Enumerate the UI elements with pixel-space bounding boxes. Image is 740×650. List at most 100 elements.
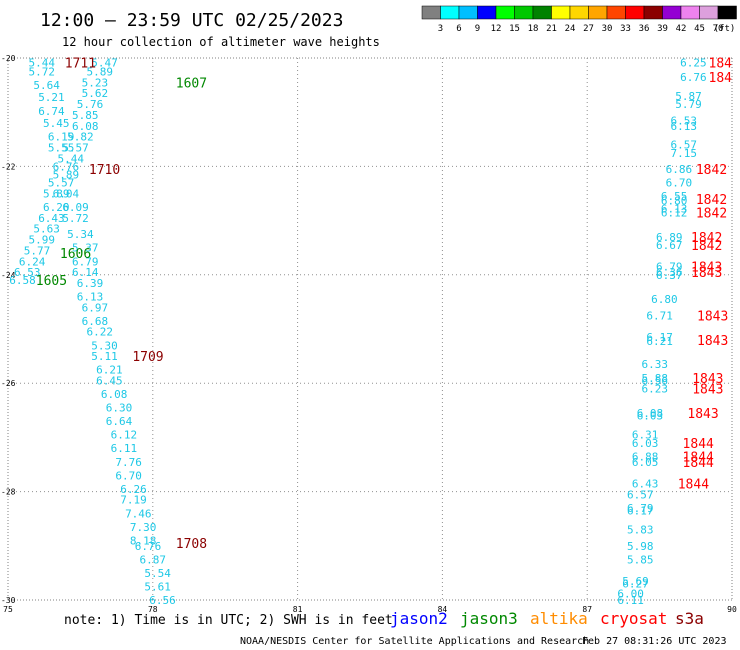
- pass-time-label: 1843: [691, 261, 722, 276]
- wave-height-label: 6.11: [617, 594, 644, 607]
- wave-height-label: 6.00: [617, 587, 644, 600]
- x-tick-label: 75: [3, 605, 13, 614]
- wave-height-label: 5.47: [91, 56, 118, 69]
- wave-height-label: 6.87: [140, 553, 167, 566]
- wave-height-label: 6.13: [670, 120, 697, 133]
- wave-height-label: 6.12: [661, 206, 688, 219]
- legend-jason2: jason2: [390, 609, 448, 628]
- wave-height-label: 5.98: [627, 540, 654, 553]
- wave-height-label: 6.05: [632, 456, 659, 469]
- wave-height-label: 6.37: [656, 269, 683, 282]
- pass-time-label: 1710: [89, 163, 120, 178]
- wave-height-label: 6.25: [680, 56, 707, 69]
- wave-height-label: 5.89: [53, 169, 80, 182]
- wave-height-label: 6.43: [38, 212, 65, 225]
- legend-tick-label: 18: [528, 24, 539, 34]
- wave-height-label: 6.70: [115, 469, 142, 482]
- legend-tick-label: 27: [583, 24, 594, 34]
- wave-height-label: 6.76: [680, 71, 707, 84]
- wave-height-label: 5.69: [622, 575, 649, 588]
- wave-height-label: 6.58: [9, 274, 36, 287]
- wave-height-label: 5.61: [144, 580, 171, 593]
- wave-height-label: 5.89: [86, 66, 113, 79]
- footer: note: 1) Time is in UTC; 2) SWH is in fe…: [64, 609, 727, 647]
- pass-time-label: 1843: [691, 266, 722, 281]
- wave-height-label: 5.89: [43, 188, 70, 201]
- x-tick-label: 87: [582, 605, 592, 614]
- wave-height-label: 7.46: [125, 507, 152, 520]
- grid-lines: [8, 58, 732, 600]
- wave-height-label: 6.14: [72, 266, 99, 279]
- wave-height-label: 6.03: [632, 437, 659, 450]
- x-tick-label: 81: [293, 605, 303, 614]
- legend-s3a: s3a: [675, 609, 704, 628]
- y-tick-label: -28: [1, 488, 16, 497]
- legend-tick-label: 21: [546, 24, 557, 34]
- pass-time-label: 1843: [692, 372, 723, 387]
- legend-swatch: [662, 5, 682, 20]
- wave-height-label: 6.56: [642, 374, 669, 387]
- wave-height-label: 5.54: [144, 567, 171, 580]
- plot-area: [7, 57, 733, 601]
- wave-height-label: 6.08: [101, 388, 128, 401]
- wave-height-label: 5.77: [24, 244, 51, 257]
- wave-height-label: 6.55: [661, 190, 688, 203]
- pass-time-label: 1843: [697, 309, 728, 324]
- wave-height-label: 6.53: [14, 266, 41, 279]
- legend-tick-label: 3: [438, 24, 443, 34]
- legend-swatch: [680, 5, 700, 20]
- wave-height-label: 6.89: [656, 231, 683, 244]
- wave-height-label: 6.57: [627, 488, 654, 501]
- legend-swatch: [717, 5, 737, 20]
- y-tick-label: -30: [1, 596, 16, 605]
- wave-height-label: 5.99: [29, 234, 56, 247]
- wave-height-label: 6.86: [666, 163, 693, 176]
- wave-height-label: 7.19: [120, 494, 147, 507]
- x-tick-label: 84: [438, 605, 448, 614]
- wave-height-label: 6.09: [62, 201, 89, 214]
- wave-height-label: 5.79: [675, 98, 702, 111]
- wave-height-label: 8.18: [130, 534, 157, 547]
- legend-swatch: [551, 5, 571, 20]
- chart-subtitle: 12 hour collection of altimeter wave hei…: [62, 35, 380, 49]
- wave-height-label: 6.39: [77, 277, 104, 290]
- wave-height-label: 6.22: [86, 326, 113, 339]
- legend-tick-label: 39: [657, 24, 668, 34]
- pass-time-label: 1844: [678, 477, 709, 492]
- legend-swatch: [625, 5, 645, 20]
- wave-height-labels: 5.44 5.47 5.72 5.89 5.64 5.23 5.21 5.625.76 6.74…: [9, 56, 706, 607]
- legend-tick-label: 15: [509, 24, 520, 34]
- wave-height-label: 6.21: [96, 364, 123, 377]
- legend-tick-label: 24: [565, 24, 576, 34]
- pass-time-label: 1711: [65, 56, 96, 71]
- wave-height-label: 6.67: [656, 239, 683, 252]
- wave-height-label: 6.76: [135, 540, 162, 553]
- wave-height-label: 5.21: [38, 91, 65, 104]
- wave-height-label: 5.72: [62, 212, 89, 225]
- pass-time-label: 184: [709, 56, 733, 71]
- wave-height-label: 6.13: [77, 290, 104, 303]
- y-tick-label: -20: [1, 54, 16, 63]
- legend-tick-label: 45: [694, 24, 705, 34]
- wave-height-label: 6.17: [627, 505, 654, 518]
- pass-time-label: 1842: [691, 231, 722, 246]
- wave-height-label: 5.63: [33, 223, 60, 236]
- wave-height-label: 5.57: [62, 141, 89, 154]
- wave-height-label: 6.68: [82, 315, 109, 328]
- legend-tick-label: 33: [620, 24, 631, 34]
- wave-height-label: 6.13: [661, 203, 688, 216]
- wave-height-label: 5.87: [675, 90, 702, 103]
- pass-time-label: 1708: [176, 537, 207, 552]
- legend-swatch: [569, 5, 589, 20]
- x-tick-label: 90: [727, 605, 737, 614]
- wave-height-label: 5.44: [57, 152, 84, 165]
- legend-swatch: [421, 5, 441, 20]
- wave-height-label: 6.57: [670, 139, 697, 152]
- wave-height-label: 6.17: [646, 331, 673, 344]
- pass-time-labels: 1711160717101606160517091708184184184218…: [36, 56, 732, 552]
- wave-height-label: 5.88: [642, 372, 669, 385]
- pass-time-label: 1844: [683, 450, 714, 465]
- legend-swatch: [495, 5, 515, 20]
- wave-height-label: 5.72: [29, 66, 56, 79]
- wave-height-label: 6.08: [72, 120, 99, 133]
